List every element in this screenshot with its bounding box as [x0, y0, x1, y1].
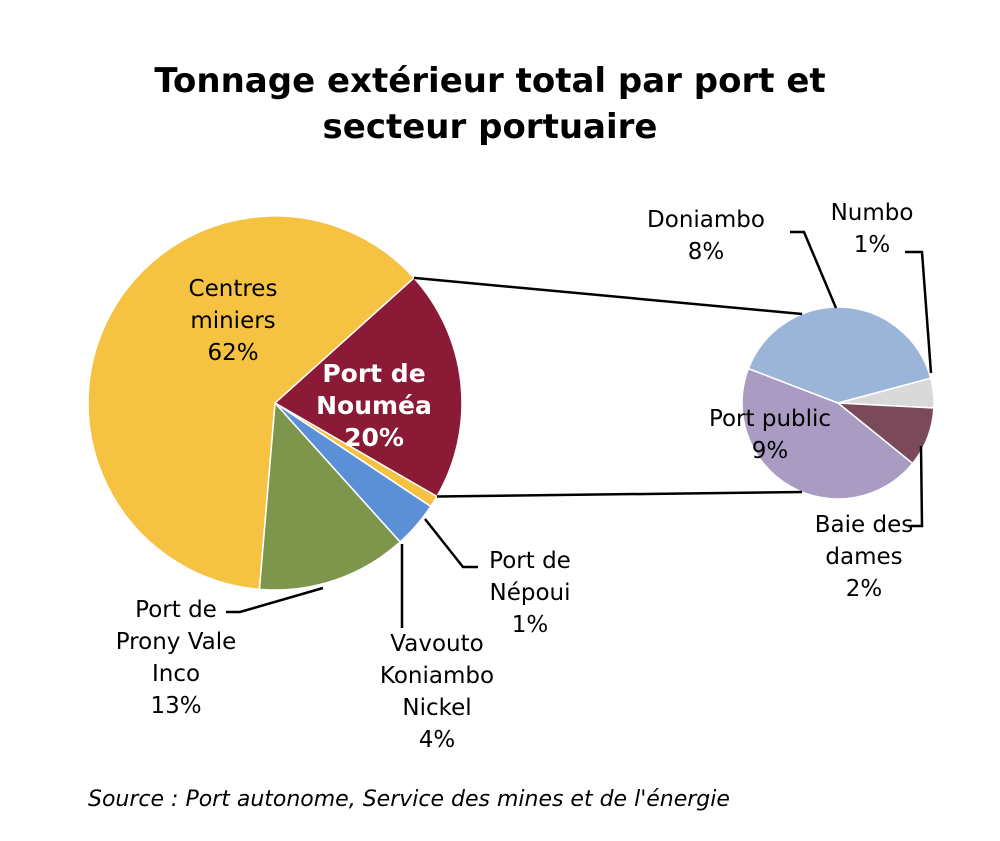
label-prony-line-3: Inco [152, 661, 200, 687]
main-slice-prony [258, 401, 402, 591]
label-baie-line-2: dames [825, 544, 902, 570]
label-prony-line-1: Port de [135, 597, 217, 623]
label-nouméa-line-2: Nouméa [316, 391, 432, 420]
label-vavouto-line-2: Koniambo [380, 663, 494, 689]
label-baie-line-3: 2% [846, 576, 883, 602]
label-nepoui-line-2: Népoui [490, 580, 571, 606]
connector-bottom [436, 490, 803, 498]
leader-nepoui [424, 518, 478, 569]
label-nepoui-line-1: Port de [489, 548, 571, 574]
label-centres: Centres miniers 62% [189, 276, 278, 366]
pie-connectors [226, 230, 933, 628]
label-numbo-line-2: 1% [854, 232, 891, 258]
label-vavouto-line-4: 4% [419, 727, 456, 753]
label-centres-line-2: miniers [190, 308, 275, 334]
label-prony-line-4: 13% [150, 693, 201, 719]
label-public-line-2: 9% [752, 438, 789, 464]
label-doniambo: Doniambo 8% [647, 207, 765, 265]
label-nouméa-line-3: 20% [344, 423, 404, 452]
leader-doniambo [790, 230, 838, 309]
label-doniambo-line-2: 8% [688, 239, 725, 265]
label-centres-line-1: Centres [189, 276, 278, 302]
leader-numbo [905, 250, 933, 374]
label-doniambo-line-1: Doniambo [647, 207, 765, 233]
chart-title-line-1: Tonnage extérieur total par port et [154, 61, 825, 101]
pie-labels: Port de Nouméa 20% Port de Népoui 1% Vavouto Ko… [116, 200, 914, 753]
label-baie-line-1: Baie des [815, 512, 913, 538]
label-nouméa-line-1: Port de [322, 359, 425, 388]
label-nepoui-line-3: 1% [512, 612, 549, 638]
label-public: Port public 9% [709, 406, 831, 464]
label-vavouto-line-3: Nickel [402, 695, 471, 721]
label-nepoui: Port de Népoui 1% [489, 548, 571, 638]
source-note: Source : Port autonome, Service des mine… [88, 787, 730, 812]
connector-top [413, 276, 803, 316]
main-pie [87, 215, 463, 591]
main-slice-nouméa [273, 276, 463, 498]
secondary-slice-public [741, 367, 914, 500]
label-centres-line-3: 62% [207, 340, 258, 366]
label-vavouto-line-1: Vavouto [390, 631, 483, 657]
secondary-slice-doniambo [747, 306, 932, 404]
label-nouméa: Port de Nouméa 20% [316, 359, 432, 452]
label-numbo: Numbo 1% [831, 200, 914, 258]
label-public-line-1: Port public [709, 406, 831, 432]
label-prony: Port de Prony Vale Inco 13% [116, 597, 237, 719]
label-baie: Baie des dames 2% [815, 512, 913, 602]
chart-title-line-2: secteur portuaire [323, 107, 658, 147]
leader-prony [226, 586, 324, 614]
secondary-pie [741, 306, 935, 500]
label-prony-line-2: Prony Vale [116, 629, 237, 655]
label-vavouto: Vavouto Koniambo Nickel 4% [380, 631, 494, 753]
main-slice-centres [87, 215, 416, 591]
label-numbo-line-1: Numbo [831, 200, 914, 226]
leader-baie [908, 445, 924, 528]
